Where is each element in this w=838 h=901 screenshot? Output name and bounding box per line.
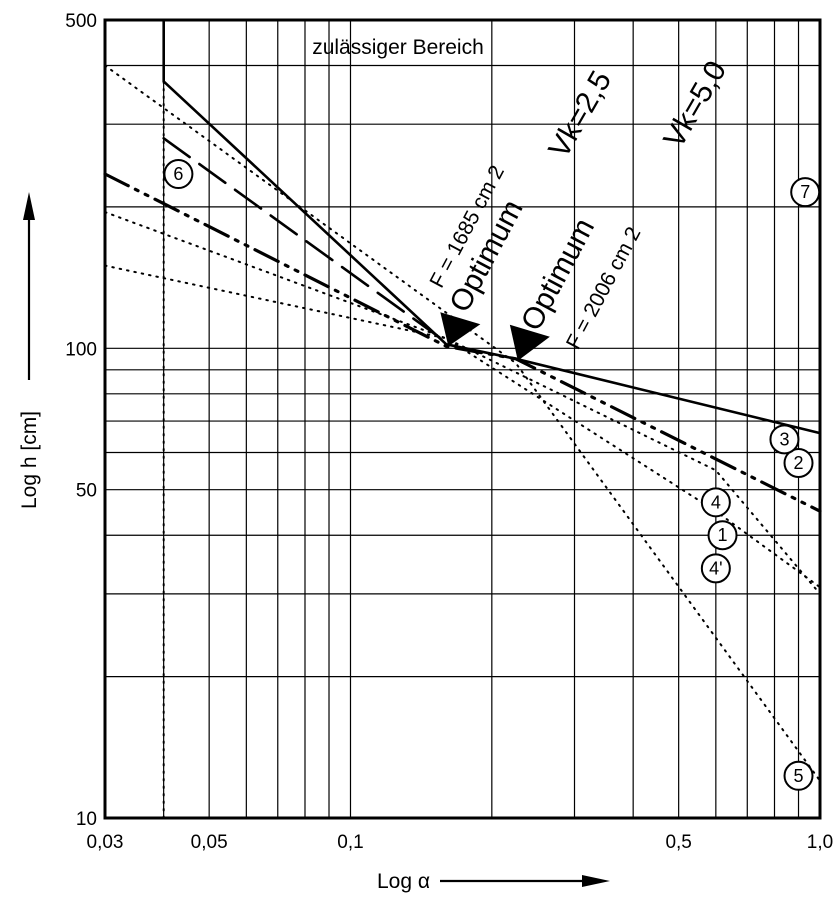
y-tick-label: 50 (76, 481, 97, 502)
x-axis-arrow (440, 875, 610, 887)
optimum-marker-1 (440, 312, 481, 347)
y-axis-arrow (23, 192, 35, 380)
markers: 1 23 4 4' 5 6 7 (163, 159, 821, 791)
series-line-1 (104, 211, 821, 589)
marker-circle-4 (700, 487, 731, 518)
x-tick-label: 0,1 (337, 832, 363, 853)
y-tick-label: 500 (65, 11, 97, 32)
x-axis-label: Log α (377, 870, 430, 893)
marker-label-2: 2 (794, 453, 804, 473)
x-tick-label: 0,05 (191, 832, 228, 853)
marker-circle-4' (700, 553, 731, 584)
series-line-long-dash (162, 137, 448, 344)
marker-label-7: 7 (800, 182, 810, 202)
marker-label-5: 5 (794, 766, 804, 786)
marker-label-6: 6 (173, 164, 183, 184)
vk-label-2-5: Vk=2,5 (542, 65, 618, 163)
marker-label-4': 4' (709, 558, 722, 578)
x-axis-arrow-head (582, 875, 610, 887)
grid (105, 20, 820, 818)
region-label: zulässiger Bereich (312, 36, 484, 59)
marker-circle-3 (769, 424, 800, 455)
y-tick-label: 10 (76, 809, 97, 830)
marker-label-1: 1 (718, 525, 728, 545)
x-tick-label: 0,5 (665, 832, 691, 853)
marker-circle-6 (163, 159, 194, 190)
series-line-4 (104, 264, 821, 595)
vk-label-5-0: Vk=5,0 (657, 55, 733, 153)
y-axis-label: Log h [cm] (18, 411, 41, 509)
marker-label-4: 4 (711, 492, 721, 512)
y-axis-arrow-head (23, 192, 35, 220)
series-lines (103, 18, 822, 819)
marker-circle-1 (707, 520, 738, 551)
x-tick-label: 1,0 (807, 832, 833, 853)
y-tick-label: 100 (65, 339, 97, 360)
marker-circle-5 (783, 760, 814, 791)
tick-labels: 0,03 0,05 0,1 0,5 1,0 10 50 100 500 (65, 11, 833, 853)
x-tick-label: 0,03 (87, 832, 124, 853)
marker-label-3: 3 (779, 429, 789, 449)
marker-circle-2 (783, 447, 814, 478)
plot-frame (103, 18, 822, 820)
optimum-marker-2 (509, 324, 550, 361)
